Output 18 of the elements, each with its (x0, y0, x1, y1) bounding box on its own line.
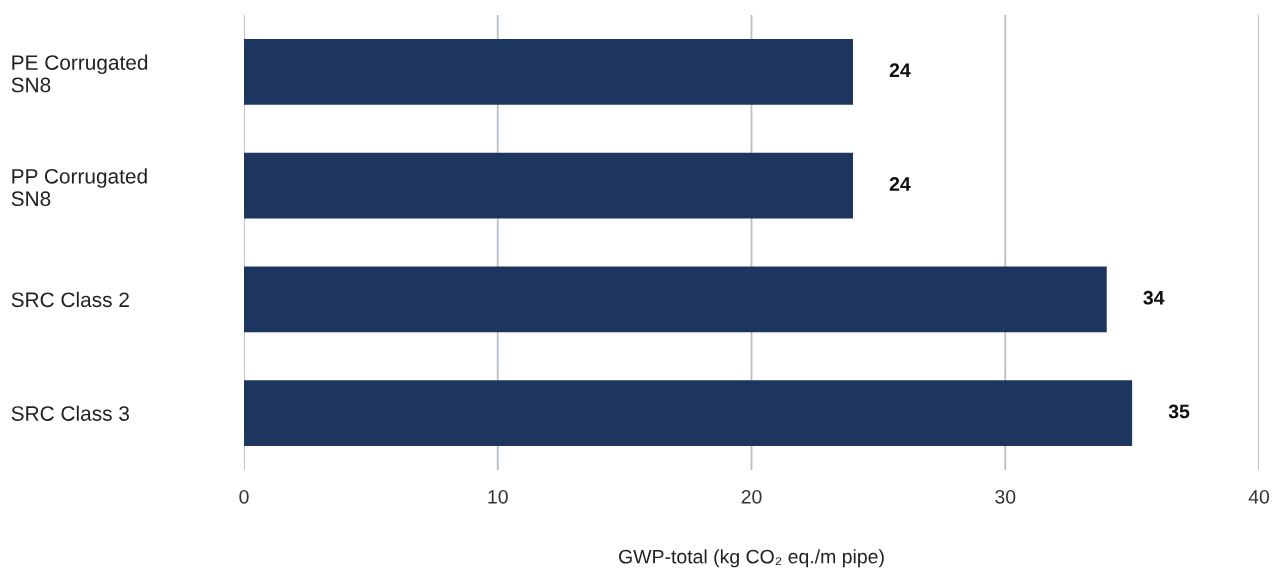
x-tick-label: 20 (741, 489, 762, 504)
x-tick-label: 30 (995, 489, 1016, 504)
y-tick-label: SRC Class 2 (11, 291, 129, 308)
bar (244, 38, 853, 105)
y-tick-label: SRC Class 3 (11, 405, 129, 421)
y-tick-label: PP Corrugated SN8 (11, 168, 147, 207)
x-axis-title: GWP-total (kg CO₂ eq./m pipe) (619, 549, 884, 568)
data-label: 35 (1168, 404, 1190, 419)
data-label: 24 (889, 63, 911, 77)
bar (244, 266, 1107, 333)
y-tick-label: PE Corrugated SN8 (11, 54, 148, 93)
x-tick-label: 40 (1248, 489, 1270, 504)
x-tick-label: 0 (239, 489, 249, 504)
bar (244, 152, 853, 219)
bar (244, 380, 1133, 447)
data-label: 34 (1143, 290, 1165, 305)
data-label: 24 (889, 177, 911, 191)
x-tick-label: 10 (488, 489, 508, 504)
